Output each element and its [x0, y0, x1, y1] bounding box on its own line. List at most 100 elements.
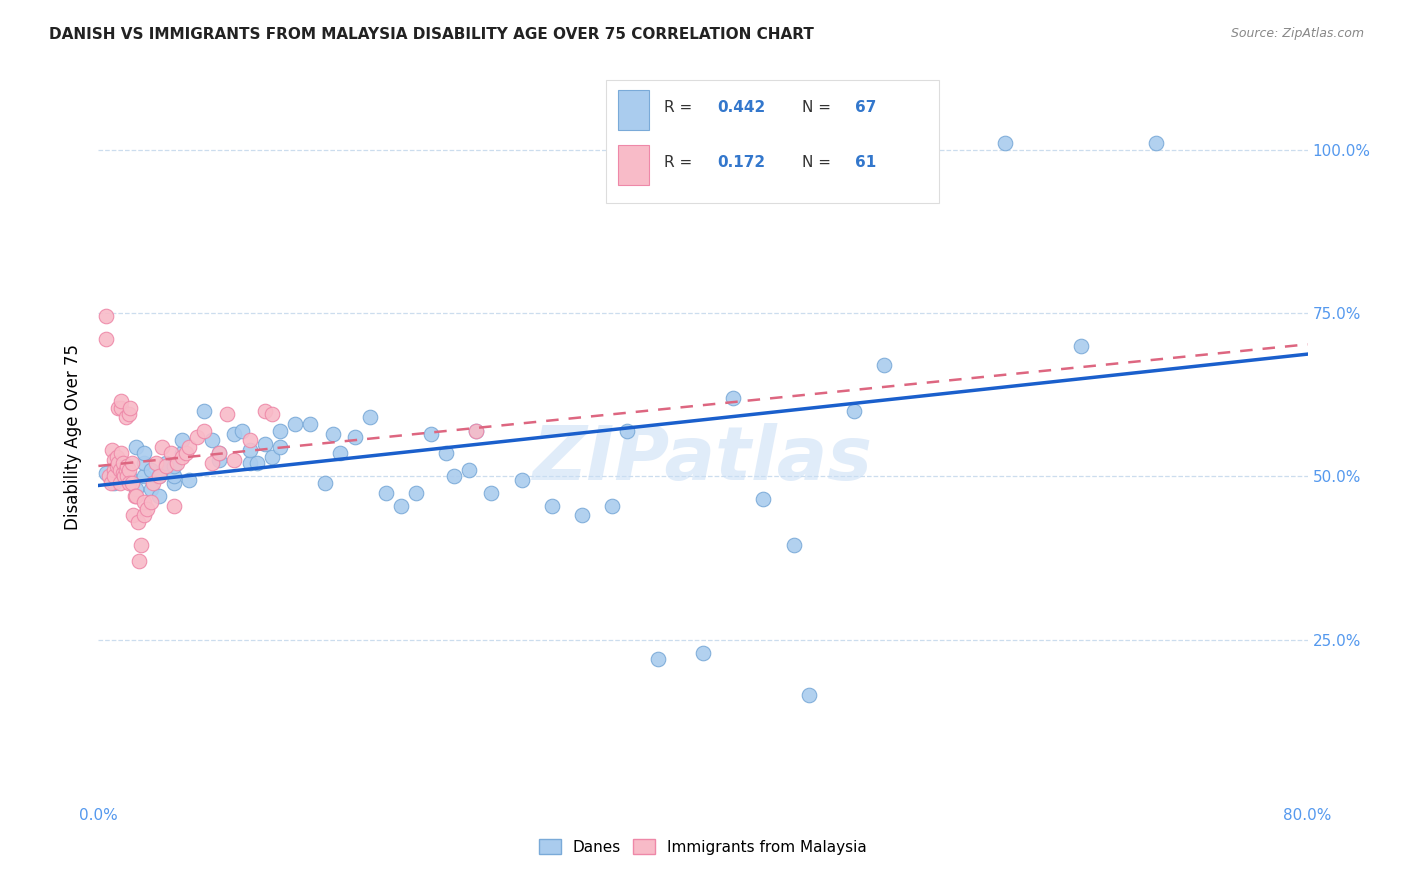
- Point: [170, 434, 193, 448]
- Point: [193, 424, 215, 438]
- Point: [107, 456, 129, 470]
- Point: [344, 430, 367, 444]
- Point: [163, 469, 186, 483]
- Point: [108, 463, 131, 477]
- Point: [201, 456, 224, 470]
- Point: [374, 485, 396, 500]
- Point: [692, 646, 714, 660]
- Point: [269, 440, 291, 454]
- Point: [141, 495, 163, 509]
- Point: [128, 554, 150, 568]
- Point: [145, 456, 167, 470]
- Point: [142, 475, 165, 490]
- Point: [179, 440, 201, 454]
- Point: [121, 475, 143, 490]
- Point: [111, 466, 134, 480]
- Point: [1144, 136, 1167, 151]
- Point: [797, 688, 820, 702]
- Text: ZIPatlas: ZIPatlas: [533, 423, 873, 496]
- Point: [148, 469, 170, 483]
- Point: [262, 407, 284, 421]
- FancyBboxPatch shape: [606, 80, 939, 203]
- Point: [155, 456, 177, 470]
- Point: [127, 515, 149, 529]
- Point: [389, 499, 412, 513]
- Point: [253, 404, 276, 418]
- Point: [269, 424, 291, 438]
- Point: [284, 417, 307, 431]
- Point: [132, 508, 155, 523]
- Point: [155, 459, 177, 474]
- Text: 0.442: 0.442: [717, 101, 766, 115]
- Point: [239, 443, 262, 458]
- Point: [98, 469, 121, 483]
- Point: [118, 463, 141, 477]
- Point: [253, 436, 276, 450]
- Point: [141, 483, 163, 497]
- Point: [844, 404, 866, 418]
- Point: [224, 426, 246, 441]
- Point: [107, 401, 129, 415]
- Point: [160, 446, 183, 460]
- Point: [132, 446, 155, 460]
- Text: Source: ZipAtlas.com: Source: ZipAtlas.com: [1230, 27, 1364, 40]
- Point: [124, 489, 146, 503]
- Point: [443, 469, 465, 483]
- Point: [647, 652, 669, 666]
- Point: [602, 499, 624, 513]
- Point: [174, 446, 197, 460]
- Point: [179, 473, 201, 487]
- Point: [105, 459, 128, 474]
- Point: [110, 456, 132, 470]
- Point: [150, 440, 173, 454]
- Point: [231, 424, 253, 438]
- Point: [299, 417, 322, 431]
- Point: [94, 332, 117, 346]
- Text: 0.172: 0.172: [717, 155, 766, 170]
- Text: N =: N =: [803, 101, 837, 115]
- Point: [103, 453, 125, 467]
- Point: [110, 394, 132, 409]
- Point: [114, 410, 136, 425]
- Point: [105, 450, 128, 464]
- Point: [110, 446, 132, 460]
- Point: [434, 446, 457, 460]
- Point: [723, 391, 745, 405]
- Point: [115, 469, 138, 483]
- Point: [360, 410, 382, 425]
- Point: [108, 475, 131, 490]
- Point: [329, 446, 352, 460]
- Point: [141, 463, 163, 477]
- Point: [571, 508, 593, 523]
- Text: R =: R =: [664, 101, 697, 115]
- Point: [148, 489, 170, 503]
- Point: [132, 469, 155, 483]
- Point: [170, 446, 193, 460]
- Point: [120, 401, 142, 415]
- Point: [166, 456, 188, 470]
- Point: [170, 450, 193, 464]
- Point: [163, 499, 186, 513]
- Point: [110, 401, 132, 415]
- Point: [129, 538, 152, 552]
- Point: [163, 459, 186, 474]
- Point: [148, 469, 170, 483]
- Point: [262, 450, 284, 464]
- Point: [112, 469, 135, 483]
- Point: [540, 499, 562, 513]
- Text: DANISH VS IMMIGRANTS FROM MALAYSIA DISABILITY AGE OVER 75 CORRELATION CHART: DANISH VS IMMIGRANTS FROM MALAYSIA DISAB…: [49, 27, 814, 42]
- Point: [465, 424, 488, 438]
- Point: [132, 495, 155, 509]
- Text: 67: 67: [855, 101, 877, 115]
- Point: [193, 404, 215, 418]
- Legend: Danes, Immigrants from Malaysia: Danes, Immigrants from Malaysia: [533, 833, 873, 861]
- Point: [322, 426, 344, 441]
- Point: [215, 407, 238, 421]
- Point: [752, 492, 775, 507]
- Point: [122, 508, 145, 523]
- Point: [111, 456, 134, 470]
- Point: [457, 463, 479, 477]
- Point: [616, 424, 638, 438]
- FancyBboxPatch shape: [619, 145, 648, 185]
- FancyBboxPatch shape: [619, 90, 648, 130]
